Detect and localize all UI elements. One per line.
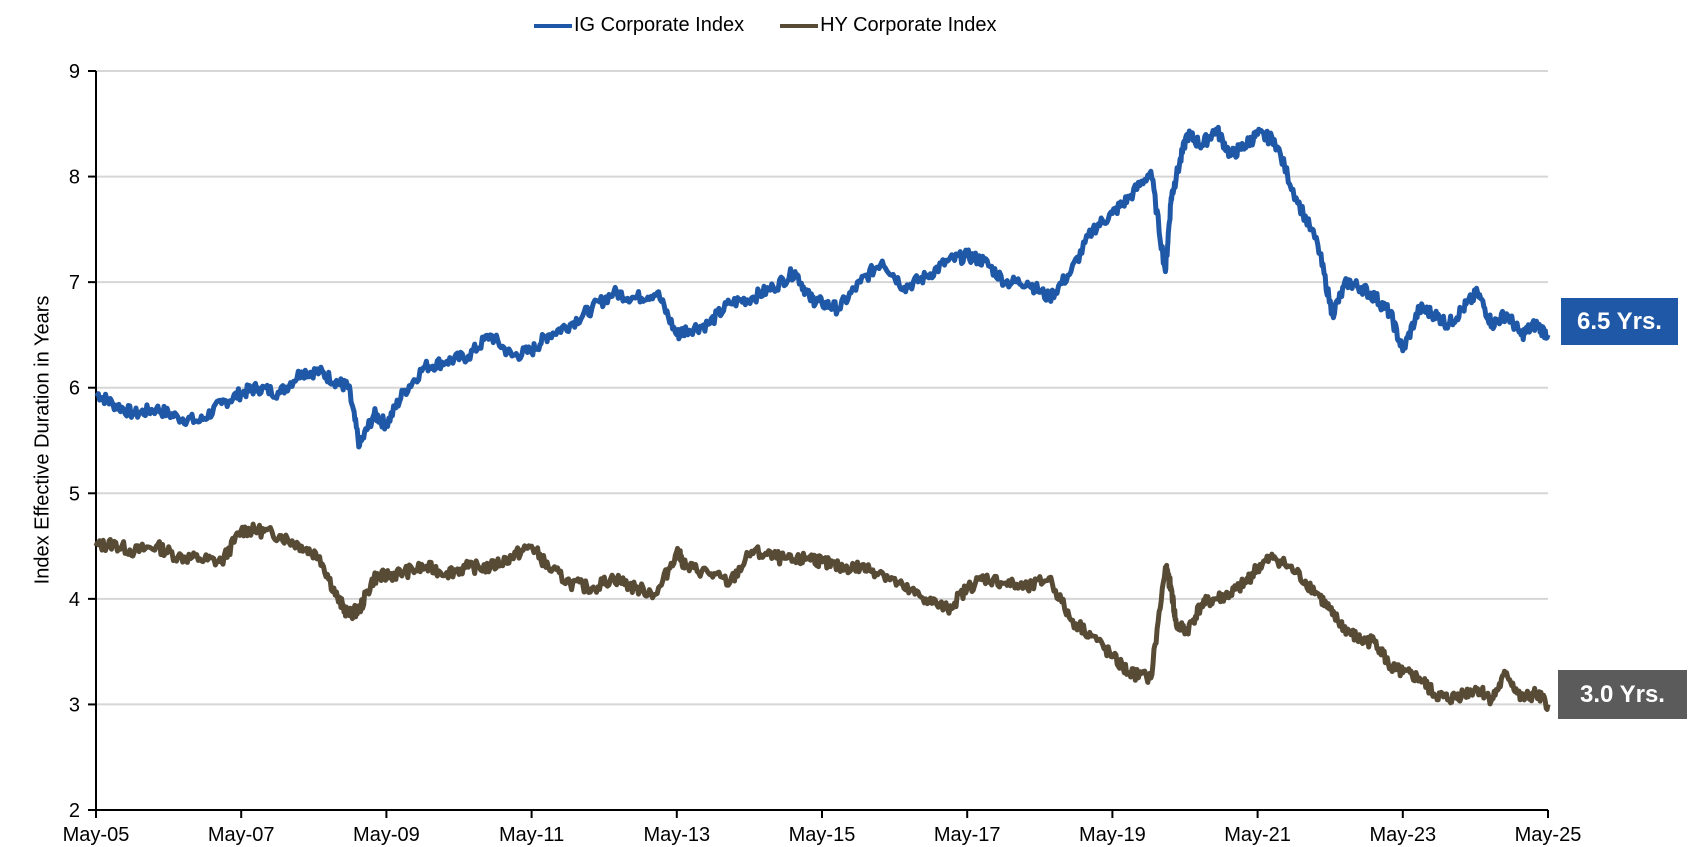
x-tick-label: May-07 bbox=[208, 824, 275, 846]
x-tick-label: May-19 bbox=[1079, 824, 1146, 846]
hy-series-line bbox=[93, 521, 1551, 712]
legend-item-ig: IG Corporate Index bbox=[534, 14, 744, 37]
x-tick-label: May-11 bbox=[499, 824, 564, 846]
y-tick-label: 7 bbox=[69, 272, 80, 294]
ig-swatch-icon bbox=[534, 23, 572, 28]
x-tick-label: May-21 bbox=[1224, 824, 1291, 846]
legend: IG Corporate Index HY Corporate Index bbox=[534, 14, 997, 37]
hy-end-value-label: 3.0 Yrs. bbox=[1558, 670, 1687, 719]
hy-swatch-icon bbox=[780, 23, 819, 28]
x-tick-label: May-05 bbox=[63, 824, 130, 846]
x-tick-label: May-13 bbox=[643, 824, 710, 846]
y-tick-label: 3 bbox=[69, 694, 80, 716]
legend-item-hy: HY Corporate Index bbox=[780, 14, 997, 37]
y-axis-ticks: 2 3 4 5 6 7 8 9 bbox=[69, 61, 96, 822]
axes bbox=[95, 71, 1548, 811]
ig-series-line bbox=[94, 124, 1551, 450]
y-tick-label: 5 bbox=[69, 483, 80, 505]
x-tick-label: May-17 bbox=[934, 824, 1001, 846]
y-tick-label: 8 bbox=[69, 167, 80, 189]
x-tick-label: May-23 bbox=[1369, 824, 1436, 846]
x-tick-label: May-09 bbox=[353, 824, 420, 846]
y-axis-title: Index Effective Duration in Years bbox=[31, 295, 54, 585]
x-axis-ticks: May-05 May-07 May-09 May-11 May-13 May-15 May-… bbox=[63, 810, 1582, 846]
legend-label-ig: IG Corporate Index bbox=[574, 14, 745, 36]
legend-label-hy: HY Corporate Index bbox=[820, 14, 997, 36]
y-tick-label: 6 bbox=[69, 378, 80, 400]
y-tick-label: 4 bbox=[69, 589, 80, 611]
ig-end-value-label: 6.5 Yrs. bbox=[1561, 298, 1678, 345]
x-tick-label: May-15 bbox=[789, 824, 856, 846]
y-tick-label: 2 bbox=[69, 800, 80, 822]
x-tick-label: May-25 bbox=[1515, 824, 1582, 846]
y-tick-label: 9 bbox=[69, 61, 80, 83]
